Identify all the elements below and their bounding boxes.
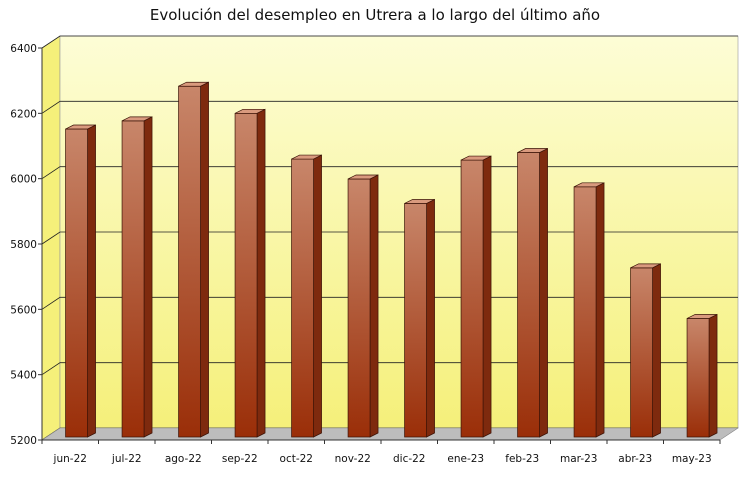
bar-front	[573, 186, 597, 438]
bar-top	[121, 116, 153, 122]
bar	[121, 116, 153, 438]
y-tick-label: 5800	[10, 239, 37, 251]
bar-front	[178, 85, 201, 438]
x-tick-label: jun-22	[53, 453, 87, 465]
bar-front	[234, 112, 258, 438]
bar-side	[87, 124, 96, 438]
bar-top	[178, 81, 209, 87]
bar-front	[121, 120, 145, 438]
grid-line	[41, 100, 738, 114]
y-tick-label: 6200	[10, 108, 37, 120]
bar-top	[630, 263, 661, 269]
x-tick-label: jul-22	[111, 453, 142, 465]
bar-side	[200, 81, 209, 438]
bar	[460, 155, 492, 438]
bar-top	[347, 174, 379, 180]
bar-top	[517, 148, 548, 153]
x-tick-label: sep-22	[222, 453, 258, 465]
y-tick-labels: 5200 5400 5600 5800 6000 6200 6400	[10, 43, 37, 447]
bar	[573, 182, 605, 438]
bar	[404, 198, 435, 438]
x-tick-label: abr-23	[618, 453, 652, 465]
bar-side	[143, 116, 153, 438]
bar	[686, 313, 718, 438]
grid-lines	[41, 35, 738, 441]
bar-top	[65, 124, 96, 130]
bar-front	[291, 158, 314, 438]
x-tick-labels: jun-22 jul-22 ago-22 sep-22 oct-22 nov-22 dic-…	[53, 453, 712, 465]
bar-top	[686, 314, 718, 319]
grid-line	[41, 166, 738, 179]
bar-side	[652, 263, 661, 438]
bar-front	[630, 267, 653, 438]
x-tick-label: feb-23	[505, 453, 539, 465]
x-tick-label: mar-23	[560, 453, 597, 465]
bar	[234, 108, 266, 438]
bar	[291, 154, 322, 438]
y-tick-label: 5200	[10, 435, 37, 447]
bar-front	[65, 128, 88, 438]
bar-side	[708, 313, 718, 438]
bar-side	[256, 108, 266, 438]
y-tick-label: 5600	[10, 304, 37, 316]
y-tick-label: 6400	[10, 43, 37, 55]
chart-title: Evolución del desempleo en Utrera a lo l…	[149, 6, 601, 24]
bar-top	[291, 154, 322, 160]
bar-side	[482, 155, 492, 438]
bar-side	[426, 198, 435, 438]
bar-side	[539, 147, 548, 438]
axes	[38, 47, 721, 444]
grid-line	[41, 35, 738, 49]
x-tick-label: oct-22	[280, 453, 313, 465]
grid-line	[41, 231, 738, 245]
x-tick-label: nov-22	[335, 453, 371, 465]
bar-front	[347, 178, 371, 438]
bar	[517, 147, 548, 438]
grid-line	[41, 296, 738, 310]
bar	[65, 124, 96, 438]
bar-front	[686, 318, 710, 438]
bar-top	[404, 199, 435, 204]
y-tick-label: 5400	[10, 370, 37, 382]
bar-side	[595, 182, 605, 438]
bar	[178, 81, 209, 438]
bars	[65, 81, 718, 438]
bar-front	[404, 203, 427, 438]
x-tick-label: ago-22	[165, 453, 202, 465]
x-tick-label: ene-23	[447, 453, 484, 465]
bar-side	[313, 154, 322, 438]
bar-front	[460, 159, 484, 438]
bar	[347, 174, 379, 438]
grid-line	[41, 362, 738, 375]
bar-side	[369, 174, 379, 438]
x-tick-label: dic-22	[393, 453, 426, 465]
bar-top	[460, 155, 492, 161]
x-tick-label: may-23	[672, 453, 712, 465]
bar	[630, 263, 661, 438]
bar-front	[517, 152, 540, 438]
y-tick-label: 6000	[10, 174, 37, 186]
bar-top	[573, 182, 605, 188]
bar-top	[234, 108, 266, 114]
